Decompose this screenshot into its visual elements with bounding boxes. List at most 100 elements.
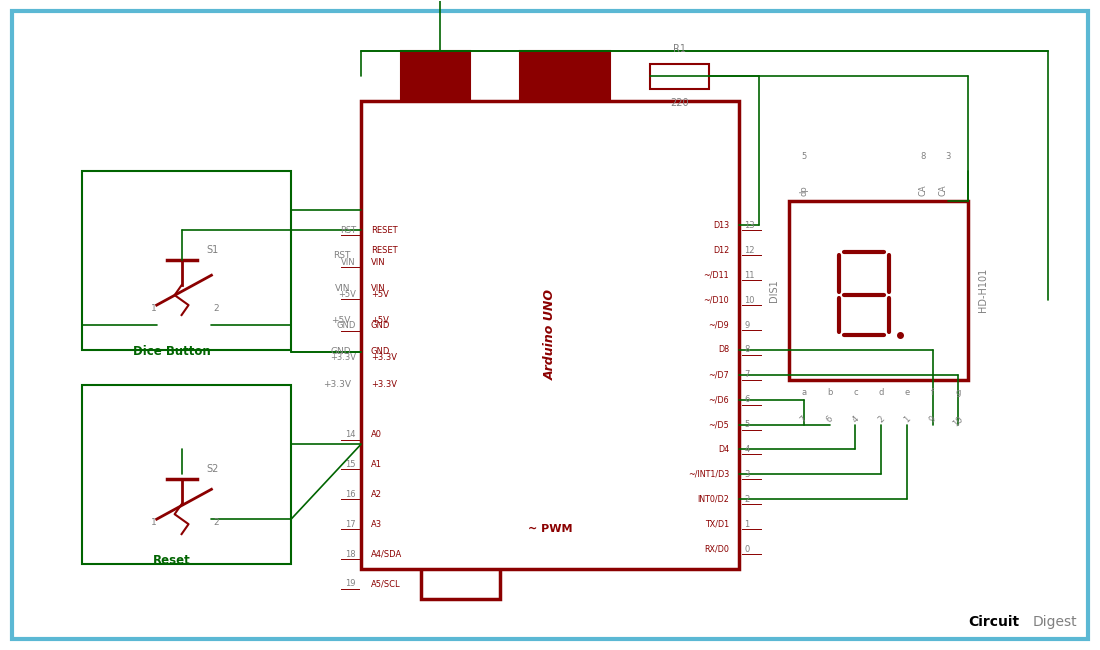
Text: c: c	[852, 388, 858, 396]
Text: 4: 4	[745, 445, 749, 454]
Text: ~/D11: ~/D11	[704, 270, 729, 280]
Text: 2: 2	[213, 304, 219, 313]
Text: +5V: +5V	[331, 315, 351, 324]
Text: 7: 7	[745, 370, 749, 380]
Text: 12: 12	[745, 246, 755, 255]
Text: RESET: RESET	[371, 226, 397, 235]
Text: 9: 9	[927, 415, 937, 424]
Text: GND: GND	[330, 347, 351, 356]
Text: D8: D8	[718, 345, 729, 354]
Text: INT0/D2: INT0/D2	[697, 495, 729, 504]
Text: 19: 19	[345, 579, 355, 588]
Text: +5V: +5V	[338, 290, 355, 298]
Bar	[82, 171, 292, 350]
Text: A0: A0	[371, 430, 382, 439]
Text: VIN: VIN	[371, 258, 385, 266]
Text: 7: 7	[799, 415, 808, 425]
Text: +3.3V: +3.3V	[323, 380, 351, 389]
Text: 4: 4	[850, 415, 860, 424]
Text: 8: 8	[745, 345, 749, 354]
Text: A2: A2	[371, 489, 382, 499]
Text: 3: 3	[946, 151, 952, 161]
Text: ~/D5: ~/D5	[708, 420, 729, 429]
Text: Circuit: Circuit	[968, 615, 1020, 629]
Text: Dice Button: Dice Button	[133, 345, 210, 358]
Text: ~/D7: ~/D7	[708, 370, 729, 380]
Text: 10: 10	[745, 296, 755, 305]
Text: ~/D10: ~/D10	[704, 296, 729, 305]
Text: 1: 1	[151, 517, 156, 526]
Text: 6: 6	[745, 395, 749, 404]
Text: Reset: Reset	[153, 554, 190, 567]
Text: GND: GND	[371, 322, 390, 330]
Bar	[400, 51, 471, 101]
Text: S1: S1	[207, 245, 219, 255]
Text: GND: GND	[337, 322, 355, 330]
Text: 6: 6	[825, 415, 835, 425]
Text: ~/D9: ~/D9	[708, 320, 729, 330]
Text: 2: 2	[876, 415, 887, 424]
Text: f: f	[931, 388, 934, 396]
Text: D12: D12	[713, 246, 729, 255]
Text: A4/SDA: A4/SDA	[371, 549, 402, 558]
Text: 9: 9	[745, 320, 749, 330]
Text: RST: RST	[340, 226, 355, 235]
Text: A3: A3	[371, 519, 382, 528]
Bar	[361, 101, 739, 569]
Text: A1: A1	[371, 460, 382, 469]
Text: RESET: RESET	[371, 246, 397, 255]
Text: 13: 13	[745, 221, 755, 230]
Text: DIS1: DIS1	[769, 279, 779, 302]
Text: Digest: Digest	[1033, 615, 1078, 629]
Text: 3: 3	[745, 470, 749, 479]
Text: e: e	[904, 388, 910, 396]
Text: 1: 1	[151, 304, 156, 313]
Text: g: g	[956, 388, 961, 396]
Text: Arduino UNO: Arduino UNO	[543, 289, 557, 380]
Text: RST: RST	[333, 251, 351, 260]
Text: 8: 8	[921, 151, 926, 161]
Bar	[82, 385, 292, 564]
Text: TX/D1: TX/D1	[705, 519, 729, 528]
Text: ~ PWM: ~ PWM	[528, 524, 572, 534]
Text: RX/D0: RX/D0	[704, 545, 729, 554]
Text: 11: 11	[745, 270, 755, 280]
Text: S2: S2	[207, 464, 219, 474]
Text: VIN: VIN	[341, 258, 355, 266]
Text: 15: 15	[345, 460, 355, 469]
Text: 1: 1	[902, 415, 912, 424]
Text: +3.3V: +3.3V	[371, 380, 397, 389]
Text: 1: 1	[745, 519, 749, 528]
Text: a: a	[801, 388, 806, 396]
Text: VIN: VIN	[336, 283, 351, 292]
Text: 220: 220	[670, 98, 689, 108]
Text: b: b	[827, 388, 833, 396]
Text: 14: 14	[345, 430, 355, 439]
Text: GND: GND	[371, 347, 390, 356]
Text: CA: CA	[938, 184, 948, 196]
Text: d: d	[879, 388, 883, 396]
Text: 16: 16	[345, 489, 355, 499]
Bar	[520, 51, 609, 101]
Text: 18: 18	[345, 549, 355, 558]
Text: 2: 2	[745, 495, 749, 504]
Text: ~/D6: ~/D6	[708, 395, 729, 404]
Text: 0: 0	[745, 545, 749, 554]
Text: HD-H101: HD-H101	[978, 268, 988, 312]
Text: 2: 2	[213, 517, 219, 526]
Bar	[789, 201, 968, 380]
Text: +3.3V: +3.3V	[330, 354, 355, 362]
Text: ~/INT1/D3: ~/INT1/D3	[688, 470, 729, 479]
Bar	[650, 64, 710, 88]
Text: R1: R1	[673, 44, 686, 54]
Text: +5V: +5V	[371, 315, 388, 324]
Text: D13: D13	[713, 221, 729, 230]
Text: 10: 10	[952, 415, 965, 428]
Text: +5V: +5V	[371, 290, 388, 298]
Text: CA: CA	[918, 184, 928, 196]
Text: VIN: VIN	[371, 283, 385, 292]
Text: dp: dp	[800, 185, 808, 196]
Text: A5/SCL: A5/SCL	[371, 579, 400, 588]
Text: 5: 5	[801, 151, 806, 161]
Text: 5: 5	[745, 420, 749, 429]
